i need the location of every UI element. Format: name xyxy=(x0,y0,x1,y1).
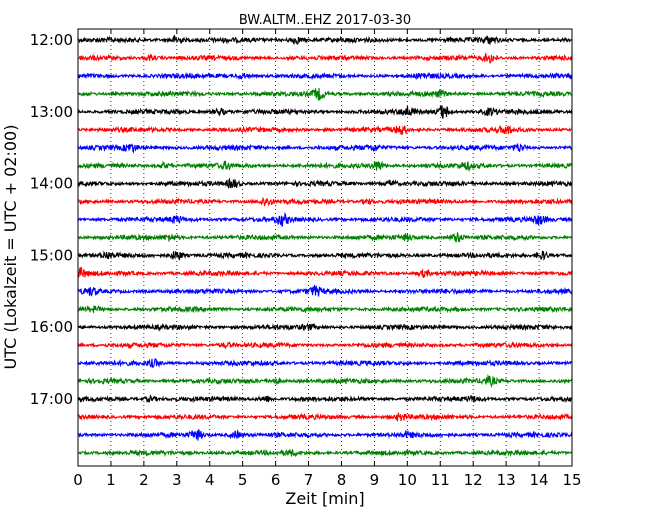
x-tick-label: 2 xyxy=(139,471,149,489)
y-tick-label: 13:00 xyxy=(30,103,73,121)
trace-1215 xyxy=(77,52,573,64)
trace-1715 xyxy=(77,412,573,423)
trace-1300 xyxy=(77,105,573,119)
trace-1245 xyxy=(77,87,573,101)
trace-group xyxy=(77,34,573,458)
y-tick-label: 15:00 xyxy=(30,246,73,264)
trace-1700 xyxy=(77,393,573,404)
x-tick-label: 6 xyxy=(271,471,281,489)
trace-1515 xyxy=(77,266,573,279)
trace-1500 xyxy=(77,250,573,261)
vertical-grid xyxy=(110,29,540,466)
x-tick-label: 15 xyxy=(562,471,581,489)
y-tick-label: 17:00 xyxy=(30,390,73,408)
trace-1345 xyxy=(77,160,573,172)
trace-1630 xyxy=(77,358,573,369)
x-tick-label: 5 xyxy=(238,471,248,489)
trace-1400 xyxy=(77,177,573,190)
x-tick-label: 3 xyxy=(172,471,182,489)
plot-frame xyxy=(77,28,573,467)
y-axis-label: UTC (Lokalzeit = UTC + 02:00) xyxy=(1,125,20,370)
x-tick-label: 7 xyxy=(304,471,314,489)
trace-1200 xyxy=(77,34,573,45)
trace-1330 xyxy=(77,143,573,154)
trace-1230 xyxy=(77,71,573,81)
x-tick-label: 13 xyxy=(497,471,516,489)
trace-1530 xyxy=(77,284,573,297)
trace-1430 xyxy=(77,211,573,228)
x-tick-label: 1 xyxy=(106,471,116,489)
y-tick-label: 12:00 xyxy=(30,31,73,49)
trace-1315 xyxy=(77,124,573,136)
trace-1415 xyxy=(77,196,573,207)
trace-1600 xyxy=(77,322,573,332)
x-axis-label: Zeit [min] xyxy=(285,489,364,508)
x-tick-label: 0 xyxy=(73,471,83,489)
x-tick-label: 8 xyxy=(337,471,347,489)
chart-title: BW.ALTM..EHZ 2017-03-30 xyxy=(239,13,411,28)
x-tick-label: 11 xyxy=(431,471,450,489)
trace-1645 xyxy=(77,373,573,389)
trace-1745 xyxy=(77,448,573,458)
trace-1445 xyxy=(77,231,573,243)
y-tick-label: 16:00 xyxy=(30,318,73,336)
trace-1545 xyxy=(77,305,573,314)
trace-1615 xyxy=(77,340,573,350)
x-tick-label: 4 xyxy=(205,471,215,489)
axes: 0 1 2 3 4 5 6 7 8 9 10 11 12 13 14 1512:0013:0014:0015:… xyxy=(30,29,582,489)
x-tick-label: 12 xyxy=(464,471,483,489)
x-tick-label: 14 xyxy=(530,471,549,489)
y-tick-label: 14:00 xyxy=(30,175,73,193)
trace-1730 xyxy=(77,429,573,441)
x-tick-label: 9 xyxy=(370,471,380,489)
x-tick-label: 10 xyxy=(398,471,417,489)
